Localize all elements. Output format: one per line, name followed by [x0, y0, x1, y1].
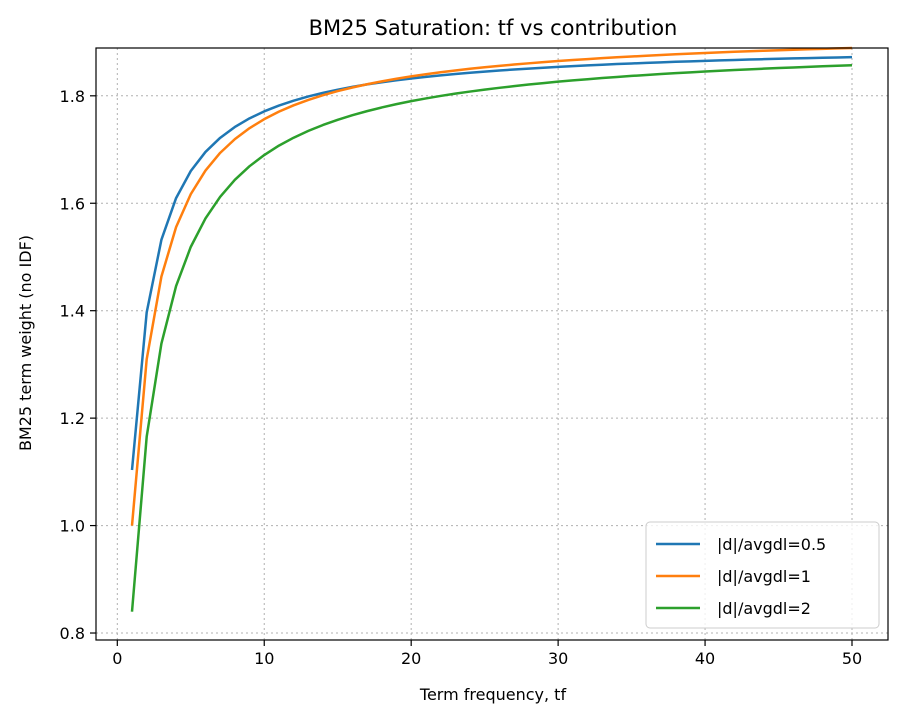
legend-label-2: |d|/avgdl=2	[717, 599, 811, 618]
y-tick-label: 1.4	[60, 302, 85, 321]
x-axis-label: Term frequency, tf	[419, 685, 567, 704]
x-ticks: 0 10 20 30 40 50	[112, 640, 862, 668]
chart-title: BM25 Saturation: tf vs contribution	[309, 16, 678, 40]
y-tick-label: 0.8	[60, 624, 85, 643]
legend-label-0: |d|/avgdl=0.5	[717, 535, 826, 554]
y-ticks: 0.8 1.0 1.2 1.4 1.6 1.8	[60, 87, 96, 643]
series-line-2	[130, 63, 853, 612]
x-tick-label: 30	[548, 649, 568, 668]
legend-box	[645, 521, 880, 629]
y-tick-label: 1.6	[60, 194, 85, 213]
x-tick-label: 10	[254, 649, 274, 668]
plot-frame	[95, 47, 889, 641]
grid	[96, 48, 888, 640]
series-line-0	[130, 55, 853, 471]
legend-label-1: |d|/avgdl=1	[717, 567, 811, 586]
x-tick-label: 40	[695, 649, 715, 668]
series-lines	[130, 46, 853, 612]
y-axis-label: BM25 term weight (no IDF)	[16, 235, 35, 451]
x-tick-label: 50	[842, 649, 862, 668]
series-line-1	[130, 46, 853, 526]
x-tick-label: 20	[401, 649, 421, 668]
legend: |d|/avgdl=0.5 |d|/avgdl=1 |d|/avgdl=2	[645, 521, 880, 629]
y-tick-label: 1.2	[60, 409, 85, 428]
x-tick-label: 0	[112, 649, 122, 668]
y-tick-label: 1.8	[60, 87, 85, 106]
y-tick-label: 1.0	[60, 517, 85, 536]
